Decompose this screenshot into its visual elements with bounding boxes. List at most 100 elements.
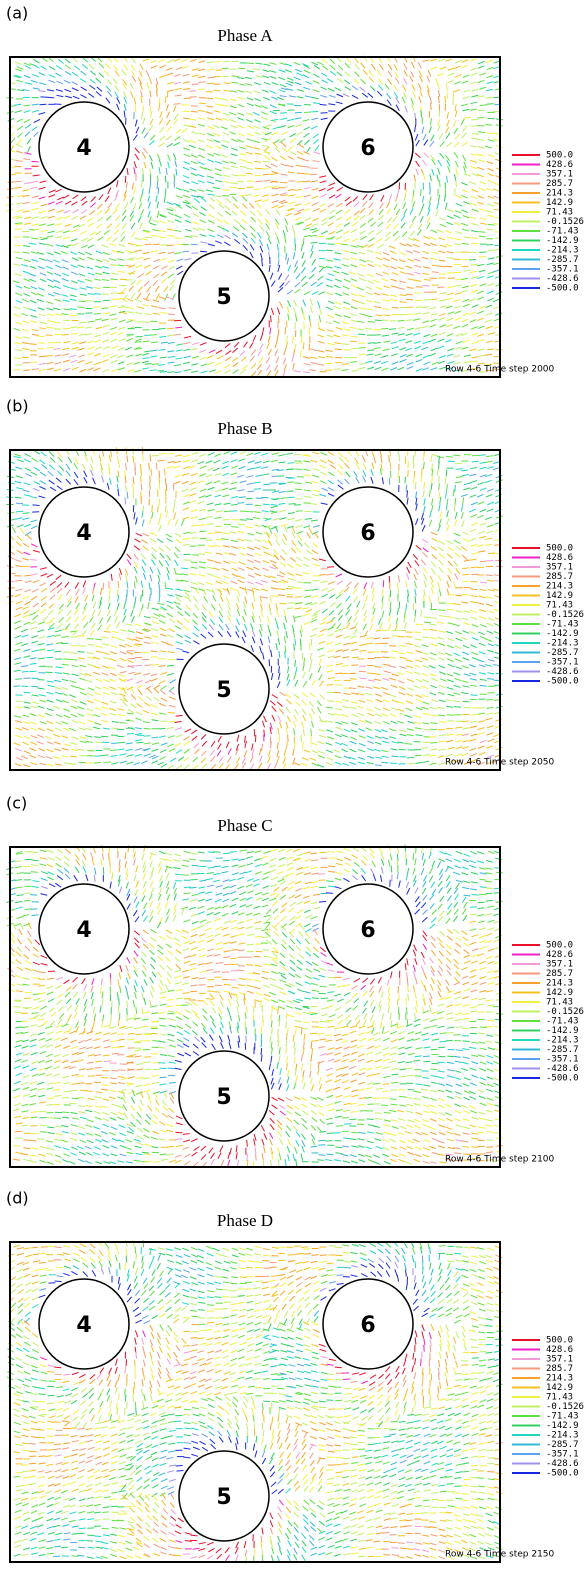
velocity-vector (23, 211, 30, 213)
velocity-vector (439, 266, 446, 267)
velocity-vector (101, 736, 108, 737)
velocity-vector (320, 209, 326, 212)
velocity-vector (109, 314, 116, 316)
velocity-vector (336, 210, 342, 214)
velocity-vector (103, 346, 109, 349)
velocity-vector (478, 728, 485, 730)
velocity-vector (206, 589, 212, 592)
velocity-vector (430, 637, 437, 639)
velocity-vector (37, 299, 44, 302)
velocity-vector (201, 207, 207, 211)
velocity-vector (224, 364, 230, 367)
velocity-vector (56, 575, 61, 579)
velocity-vector (447, 659, 453, 662)
velocity-vector (103, 692, 109, 695)
velocity-vector (315, 145, 319, 151)
velocity-vector (255, 461, 262, 463)
velocity-vector (462, 652, 468, 655)
velocity-vector (318, 707, 321, 713)
velocity-vector (282, 539, 286, 545)
velocity-vector (375, 742, 382, 744)
velocity-vector (174, 230, 181, 231)
velocity-vector (478, 349, 485, 350)
velocity-vector (234, 220, 239, 224)
velocity-vector (79, 728, 86, 730)
velocity-vector (37, 630, 44, 632)
velocity-vector (15, 867, 22, 868)
velocity-vector (213, 133, 219, 136)
velocity-vector (208, 510, 215, 512)
velocity-vector (294, 371, 301, 373)
velocity-vector (280, 84, 286, 87)
velocity-vector (479, 160, 486, 162)
velocity-vector (297, 582, 304, 583)
velocity-vector (87, 720, 94, 722)
velocity-vector (144, 637, 151, 639)
velocity-vector (15, 580, 22, 581)
velocity-vector (250, 252, 253, 258)
velocity-vector (446, 706, 453, 707)
velocity-vector (383, 638, 390, 639)
velocity-vector (181, 574, 188, 575)
velocity-vector (145, 665, 152, 666)
cylinder-label: 6 (360, 521, 375, 546)
velocity-vector (487, 580, 494, 581)
velocity-vector (303, 469, 310, 470)
velocity-vector (322, 609, 328, 613)
velocity-vector (166, 601, 173, 603)
velocity-vector (252, 603, 254, 610)
velocity-vector (198, 155, 204, 158)
velocity-vector (137, 685, 143, 688)
velocity-vector (361, 63, 365, 69)
velocity-vector (107, 616, 110, 622)
velocity-vector (14, 621, 20, 624)
velocity-vector (231, 540, 238, 542)
velocity-vector (277, 244, 278, 251)
velocity-vector (352, 714, 359, 716)
panel-label: (b) (6, 397, 29, 416)
velocity-vector (341, 244, 348, 245)
velocity-vector (41, 574, 48, 577)
velocity-vector (183, 860, 190, 861)
velocity-vector (229, 113, 236, 115)
velocity-vector (321, 488, 327, 491)
velocity-vector (55, 314, 62, 315)
velocity-vector (447, 518, 449, 525)
velocity-vector (111, 450, 112, 457)
velocity-vector (327, 758, 333, 761)
velocity-vector (56, 65, 62, 69)
velocity-vector (238, 576, 244, 579)
velocity-vector (208, 194, 215, 195)
velocity-vector (254, 126, 261, 129)
velocity-vector (486, 211, 493, 213)
velocity-vector (249, 342, 253, 348)
velocity-vector (354, 629, 358, 635)
velocity-vector (96, 91, 101, 96)
velocity-vector (95, 742, 102, 743)
velocity-vector (257, 210, 262, 215)
velocity-vector (24, 656, 31, 658)
velocity-vector (126, 338, 132, 341)
velocity-vector (76, 589, 79, 595)
velocity-vector (336, 635, 343, 638)
velocity-vector (37, 742, 43, 745)
legend-label: -0.1526 (546, 610, 584, 620)
velocity-vector (148, 195, 150, 202)
velocity-vector (295, 701, 300, 706)
velocity-vector (56, 699, 63, 701)
velocity-vector (240, 451, 246, 454)
velocity-vector (167, 202, 174, 204)
legend-label: -285.7 (546, 648, 579, 658)
velocity-vector (350, 252, 357, 254)
panel-title: Phase A (217, 26, 273, 45)
velocity-vector (111, 763, 118, 765)
velocity-vector (430, 763, 437, 765)
velocity-vector (262, 76, 269, 78)
velocity-vector (178, 611, 183, 615)
velocity-vector (367, 673, 374, 674)
velocity-vector (124, 65, 128, 71)
velocity-vector (183, 532, 190, 533)
velocity-vector (480, 679, 487, 680)
velocity-vector (311, 721, 313, 728)
velocity-vector (168, 519, 170, 526)
